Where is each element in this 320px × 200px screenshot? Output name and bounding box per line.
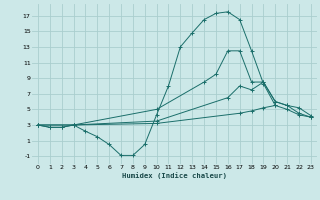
X-axis label: Humidex (Indice chaleur): Humidex (Indice chaleur)	[122, 172, 227, 179]
